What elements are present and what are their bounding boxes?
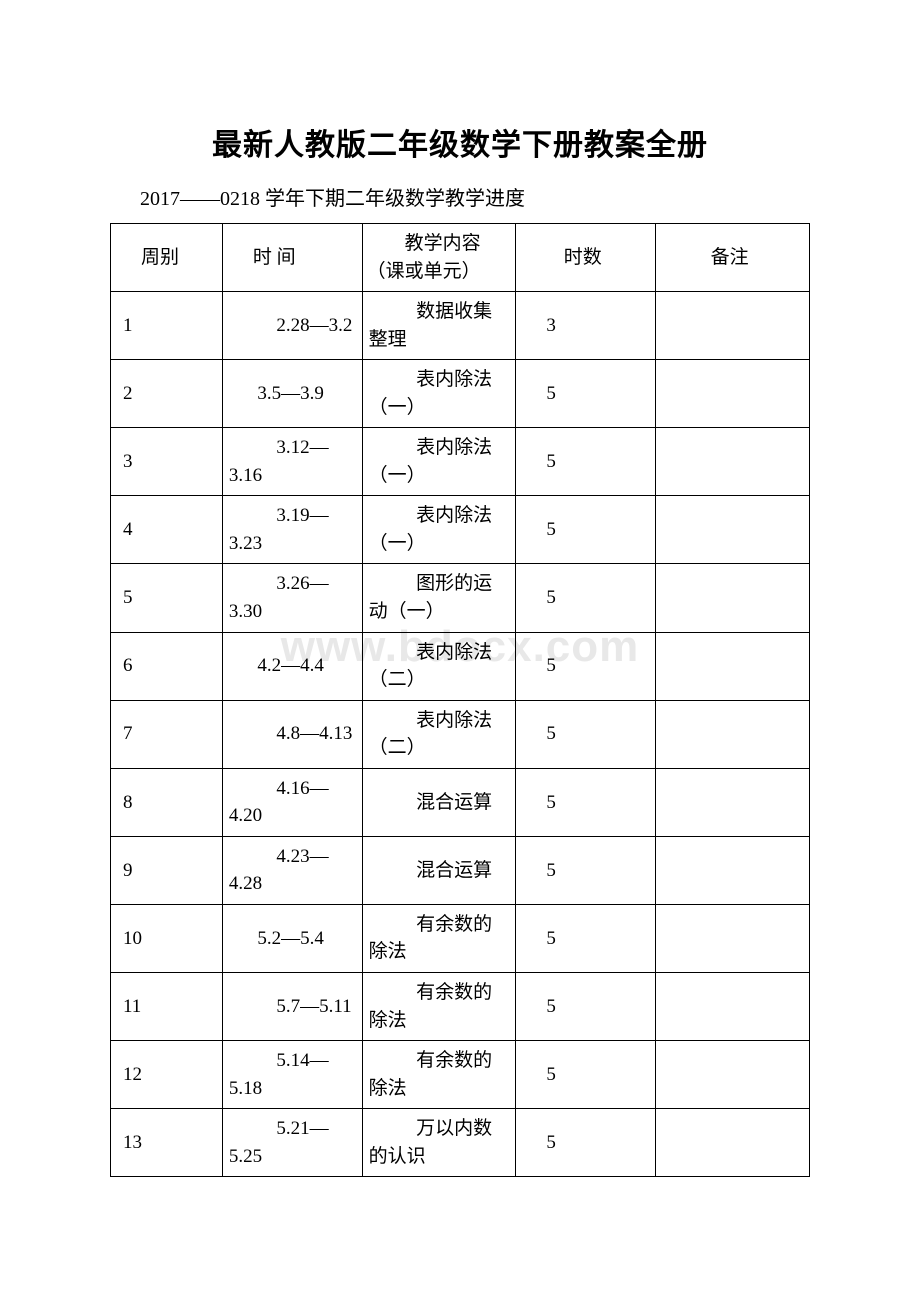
cell-time: 5.21—5.25 bbox=[222, 1109, 362, 1177]
cell-time: 4.23—4.28 bbox=[222, 836, 362, 904]
cell-time: 3.5—3.9 bbox=[222, 360, 362, 428]
cell-time: 3.26—3.30 bbox=[222, 564, 362, 632]
document-page: www.bdocx.com 最新人教版二年级数学下册教案全册 2017——021… bbox=[0, 0, 920, 1217]
table-body: 12.28—3.2数据收集整理323.5—3.9表内除法（一）533.12—3.… bbox=[111, 292, 810, 1177]
cell-note bbox=[656, 768, 810, 836]
cell-note bbox=[656, 632, 810, 700]
cell-week: 5 bbox=[111, 564, 223, 632]
cell-time: 4.2—4.4 bbox=[222, 632, 362, 700]
table-row: 94.23—4.28混合运算5 bbox=[111, 836, 810, 904]
cell-note bbox=[656, 428, 810, 496]
cell-time: 5.14—5.18 bbox=[222, 1041, 362, 1109]
table-header-row: 周别 时 间 教学内容（课或单元） 时数 备注 bbox=[111, 224, 810, 292]
cell-content: 混合运算 bbox=[362, 768, 516, 836]
cell-hours: 5 bbox=[516, 836, 656, 904]
cell-note bbox=[656, 700, 810, 768]
cell-hours: 5 bbox=[516, 1109, 656, 1177]
cell-content: 表内除法（一） bbox=[362, 428, 516, 496]
cell-week: 7 bbox=[111, 700, 223, 768]
cell-content: 表内除法（二） bbox=[362, 700, 516, 768]
cell-content: 有余数的除法 bbox=[362, 973, 516, 1041]
cell-hours: 5 bbox=[516, 632, 656, 700]
cell-note bbox=[656, 904, 810, 972]
cell-content: 数据收集整理 bbox=[362, 292, 516, 360]
cell-week: 4 bbox=[111, 496, 223, 564]
cell-week: 8 bbox=[111, 768, 223, 836]
cell-time: 5.7—5.11 bbox=[222, 973, 362, 1041]
cell-content: 图形的运动（一） bbox=[362, 564, 516, 632]
cell-note bbox=[656, 496, 810, 564]
cell-time: 4.16—4.20 bbox=[222, 768, 362, 836]
page-title: 最新人教版二年级数学下册教案全册 bbox=[110, 120, 810, 164]
cell-hours: 3 bbox=[516, 292, 656, 360]
cell-week: 10 bbox=[111, 904, 223, 972]
table-row: 135.21—5.25万以内数的认识5 bbox=[111, 1109, 810, 1177]
col-header-time: 时 间 bbox=[222, 224, 362, 292]
cell-content: 表内除法（一） bbox=[362, 360, 516, 428]
cell-content: 表内除法（一） bbox=[362, 496, 516, 564]
cell-time: 2.28—3.2 bbox=[222, 292, 362, 360]
col-header-content: 教学内容（课或单元） bbox=[362, 224, 516, 292]
cell-hours: 5 bbox=[516, 564, 656, 632]
cell-week: 3 bbox=[111, 428, 223, 496]
table-row: 43.19—3.23表内除法（一）5 bbox=[111, 496, 810, 564]
cell-hours: 5 bbox=[516, 768, 656, 836]
cell-note bbox=[656, 292, 810, 360]
cell-week: 2 bbox=[111, 360, 223, 428]
page-subtitle: 2017——0218 学年下期二年级数学教学进度 bbox=[110, 182, 810, 211]
cell-note bbox=[656, 1041, 810, 1109]
cell-week: 12 bbox=[111, 1041, 223, 1109]
cell-content: 万以内数的认识 bbox=[362, 1109, 516, 1177]
table-row: 33.12—3.16表内除法（一）5 bbox=[111, 428, 810, 496]
cell-time: 5.2—5.4 bbox=[222, 904, 362, 972]
table-row: 53.26—3.30图形的运动（一）5 bbox=[111, 564, 810, 632]
cell-content: 有余数的除法 bbox=[362, 904, 516, 972]
cell-week: 13 bbox=[111, 1109, 223, 1177]
cell-time: 3.19—3.23 bbox=[222, 496, 362, 564]
table-row: 84.16—4.20混合运算5 bbox=[111, 768, 810, 836]
cell-week: 1 bbox=[111, 292, 223, 360]
cell-time: 4.8—4.13 bbox=[222, 700, 362, 768]
cell-hours: 5 bbox=[516, 1041, 656, 1109]
schedule-table: 周别 时 间 教学内容（课或单元） 时数 备注 12.28—3.2数据收集整理3… bbox=[110, 223, 810, 1177]
col-header-week: 周别 bbox=[111, 224, 223, 292]
table-row: 74.8—4.13表内除法（二）5 bbox=[111, 700, 810, 768]
cell-hours: 5 bbox=[516, 904, 656, 972]
col-header-note: 备注 bbox=[656, 224, 810, 292]
table-row: 105.2—5.4有余数的除法5 bbox=[111, 904, 810, 972]
cell-content: 有余数的除法 bbox=[362, 1041, 516, 1109]
table-row: 125.14—5.18有余数的除法5 bbox=[111, 1041, 810, 1109]
table-row: 64.2—4.4表内除法（二）5 bbox=[111, 632, 810, 700]
cell-note bbox=[656, 564, 810, 632]
cell-note bbox=[656, 360, 810, 428]
table-row: 23.5—3.9表内除法（一）5 bbox=[111, 360, 810, 428]
cell-note bbox=[656, 836, 810, 904]
cell-week: 6 bbox=[111, 632, 223, 700]
cell-note bbox=[656, 973, 810, 1041]
col-header-hours: 时数 bbox=[516, 224, 656, 292]
cell-note bbox=[656, 1109, 810, 1177]
table-row: 12.28—3.2数据收集整理3 bbox=[111, 292, 810, 360]
cell-hours: 5 bbox=[516, 973, 656, 1041]
table-row: 115.7—5.11有余数的除法5 bbox=[111, 973, 810, 1041]
cell-week: 9 bbox=[111, 836, 223, 904]
cell-content: 混合运算 bbox=[362, 836, 516, 904]
cell-hours: 5 bbox=[516, 496, 656, 564]
cell-hours: 5 bbox=[516, 428, 656, 496]
cell-hours: 5 bbox=[516, 700, 656, 768]
cell-week: 11 bbox=[111, 973, 223, 1041]
cell-time: 3.12—3.16 bbox=[222, 428, 362, 496]
cell-content: 表内除法（二） bbox=[362, 632, 516, 700]
cell-hours: 5 bbox=[516, 360, 656, 428]
